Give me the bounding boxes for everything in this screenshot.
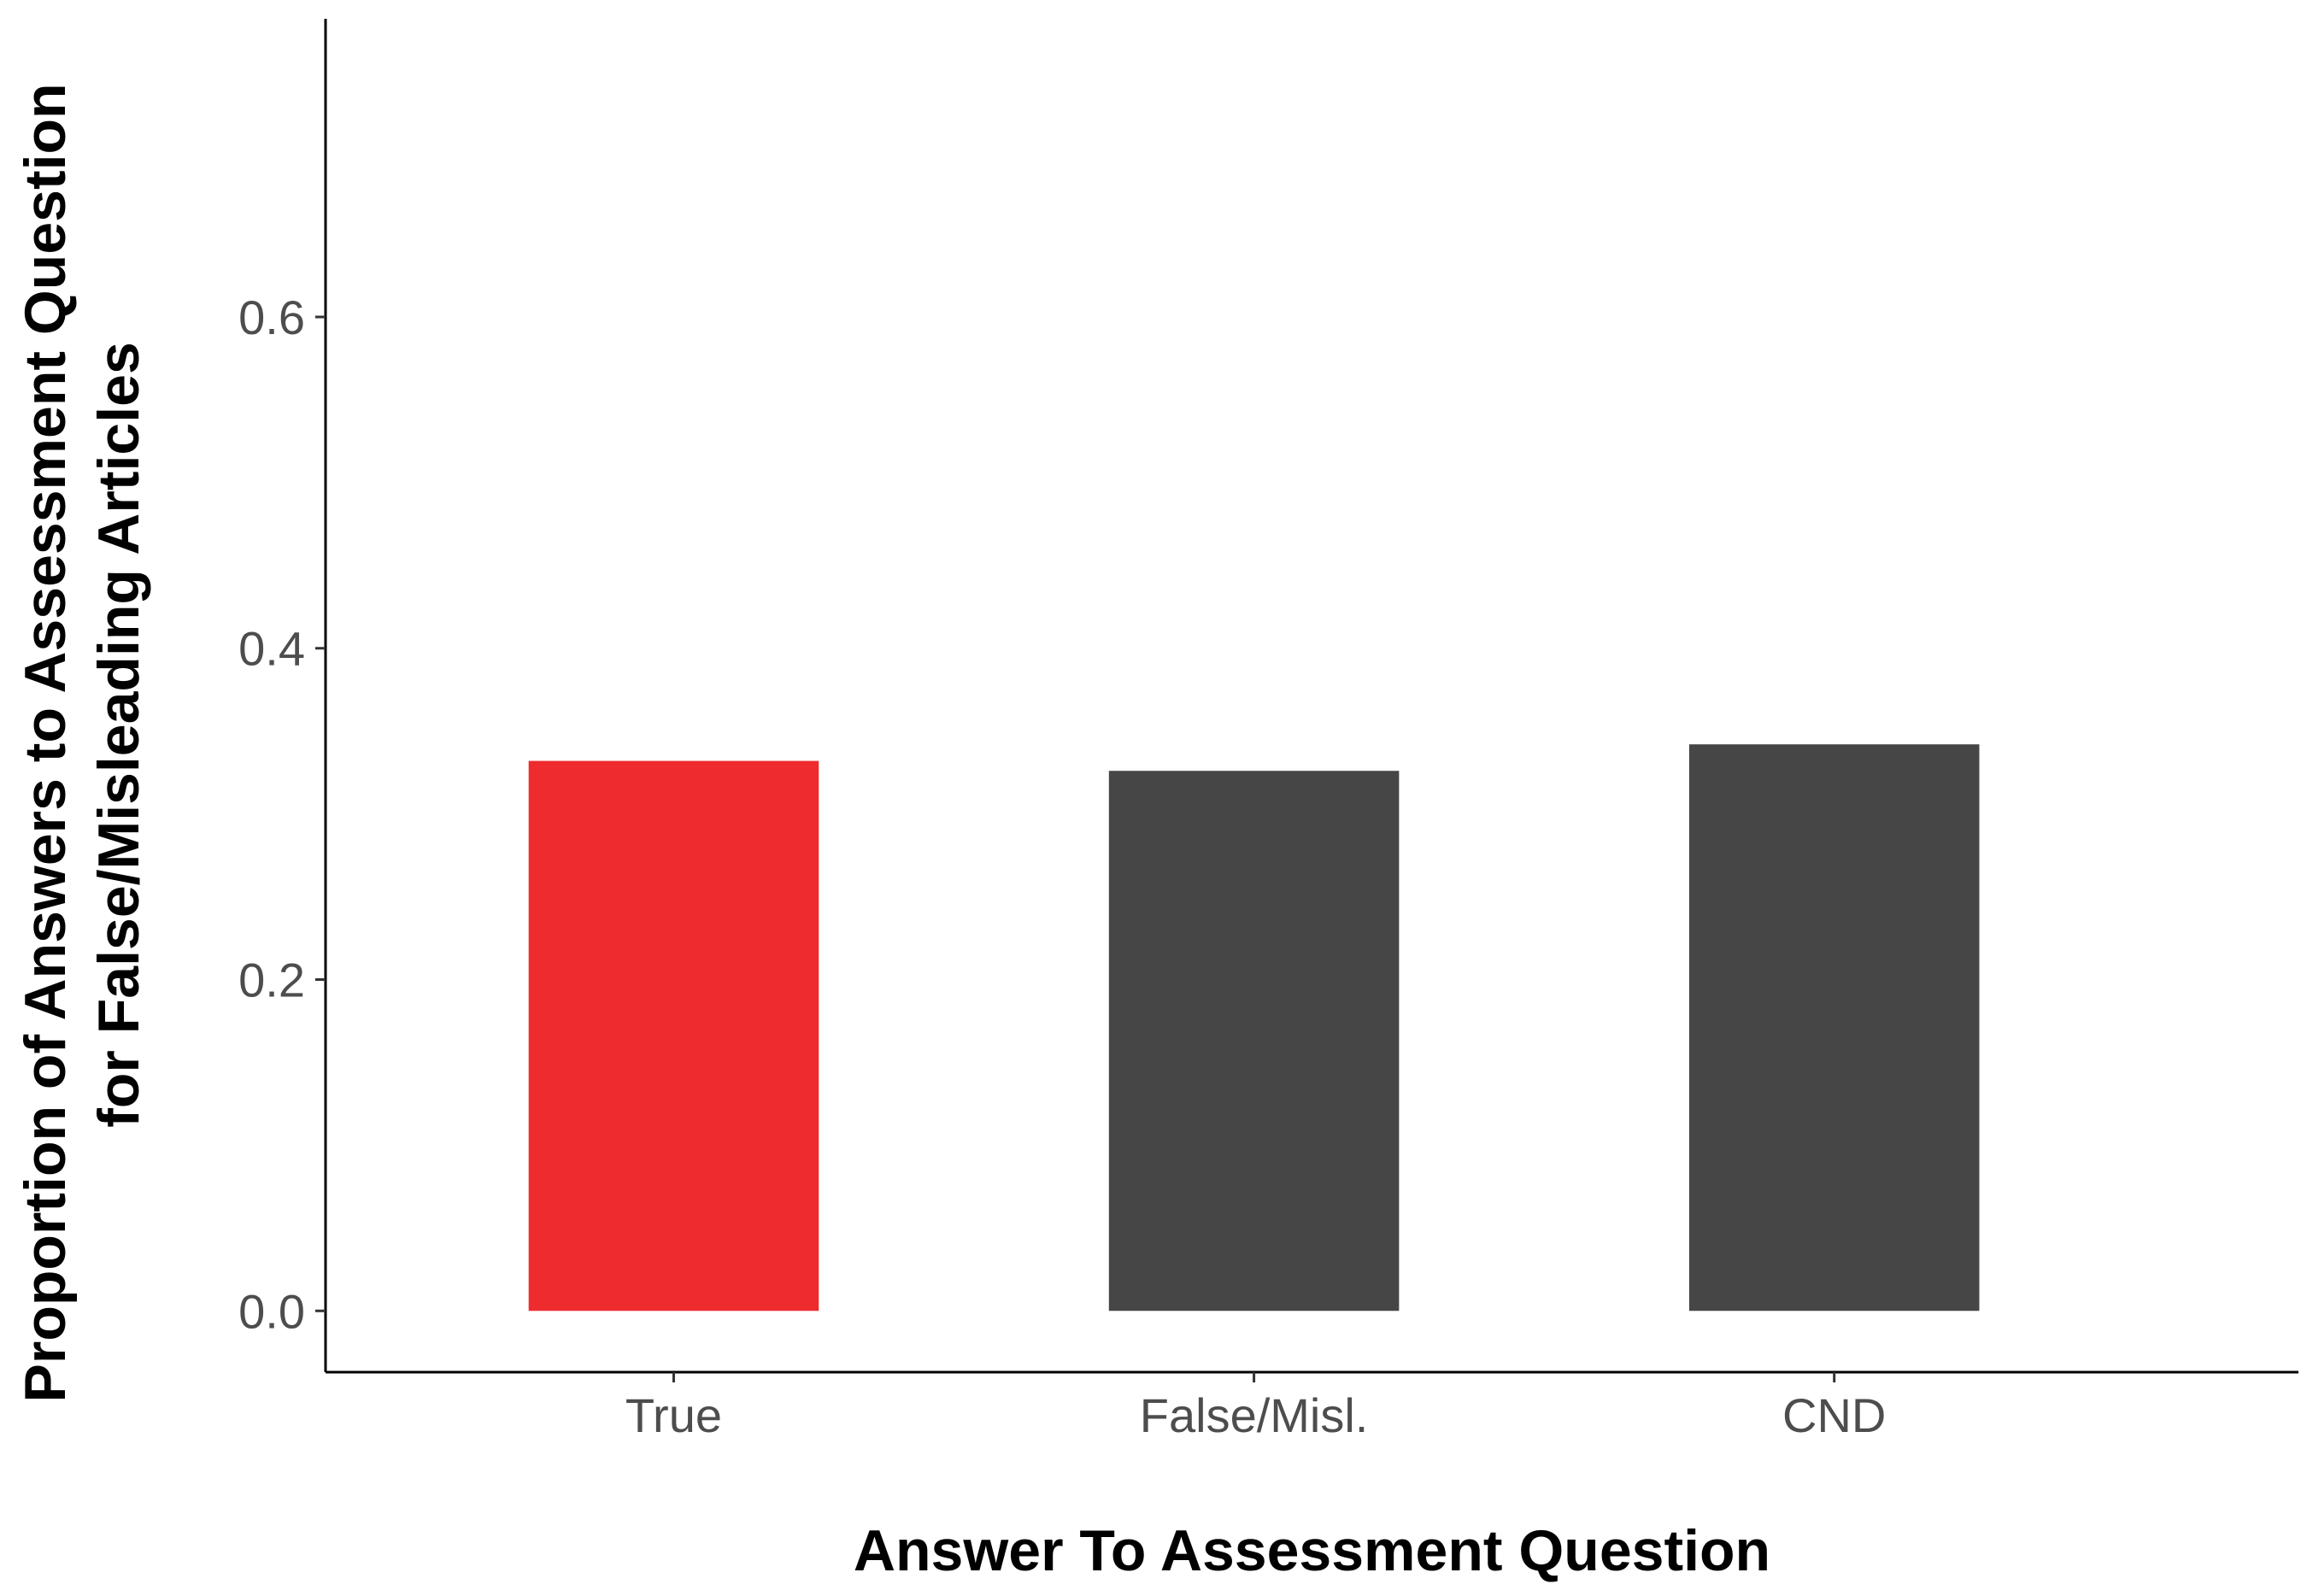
x-tick-label: CND xyxy=(1782,1388,1886,1442)
y-axis-ticks: 0.0 0.2 0.4 0.6 xyxy=(238,290,326,1338)
y-tick-label: 0.6 xyxy=(238,290,305,344)
x-tick-label: False/Misl. xyxy=(1140,1388,1369,1442)
y-axis-title-line-2: for False/Misleading Articles xyxy=(86,342,151,1128)
x-axis-ticks: True False/Misl. CND xyxy=(625,1372,1886,1442)
bars xyxy=(528,744,1980,1311)
x-axis-title: Answer To Assessment Question xyxy=(854,1518,1770,1583)
bar-true xyxy=(528,760,819,1311)
bar-cnd xyxy=(1688,744,1980,1311)
y-axis-title-line-1: Proportion of Answers to Assessment Ques… xyxy=(13,83,78,1402)
x-tick-label: True xyxy=(625,1388,722,1442)
plot-area: 0.0 0.2 0.4 0.6 True False/Misl. CND xyxy=(238,19,2298,1442)
y-axis-title: Proportion of Answers to Assessment Ques… xyxy=(13,67,151,1403)
y-tick-label: 0.4 xyxy=(238,622,305,676)
y-tick-label: 0.2 xyxy=(238,953,305,1007)
bar-false-misl xyxy=(1108,771,1400,1311)
y-tick-label: 0.0 xyxy=(238,1284,305,1338)
